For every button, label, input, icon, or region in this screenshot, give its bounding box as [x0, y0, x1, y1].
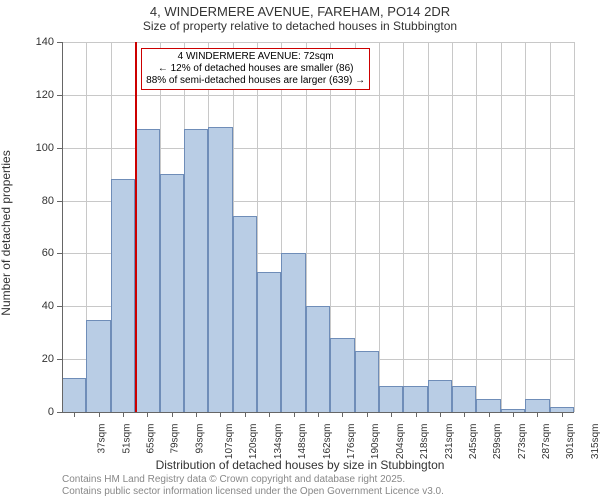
y-tick-label: 0 — [48, 406, 54, 418]
annotation-line2: ← 12% of detached houses are smaller (86… — [146, 63, 365, 75]
x-tick-label: 287sqm — [541, 424, 552, 460]
gridline-vertical — [379, 42, 380, 412]
x-tick-label: 245sqm — [468, 424, 479, 460]
y-tick-label: 140 — [36, 36, 54, 48]
histogram-bar — [281, 253, 305, 412]
x-tick-label: 176sqm — [346, 424, 357, 460]
y-axis-line — [62, 42, 63, 412]
annotation-line3: 88% of semi-detached houses are larger (… — [146, 75, 365, 87]
x-axis-line — [62, 412, 574, 413]
chart-subtitle: Size of property relative to detached ho… — [0, 19, 600, 33]
x-tick-label: 120sqm — [249, 424, 260, 460]
y-tick-label: 120 — [36, 89, 54, 101]
gridline-horizontal — [62, 95, 574, 96]
histogram-bar — [452, 386, 476, 412]
histogram-bar — [135, 129, 159, 412]
gridline-vertical — [501, 42, 502, 412]
histogram-bar — [306, 306, 330, 412]
x-tick-label: 315sqm — [590, 424, 600, 460]
x-tick-label: 148sqm — [297, 424, 308, 460]
reference-line — [135, 42, 137, 412]
histogram-bar — [379, 386, 403, 412]
gridline-vertical — [428, 42, 429, 412]
gridline-vertical — [452, 42, 453, 412]
x-tick-label: 162sqm — [322, 424, 333, 460]
x-tick-label: 93sqm — [194, 424, 205, 454]
y-tick-label: 80 — [42, 195, 54, 207]
x-axis-label: Distribution of detached houses by size … — [0, 458, 600, 472]
annotation-line1: 4 WINDERMERE AVENUE: 72sqm — [146, 51, 365, 63]
plot-area: 4 WINDERMERE AVENUE: 72sqm← 12% of detac… — [62, 42, 574, 412]
x-tick-label: 204sqm — [395, 424, 406, 460]
gridline-vertical — [403, 42, 404, 412]
histogram-bar — [355, 351, 379, 412]
chart-title: 4, WINDERMERE AVENUE, FAREHAM, PO14 2DR — [0, 4, 600, 19]
footer-text: Contains HM Land Registry data © Crown c… — [62, 474, 444, 498]
gridline-vertical — [525, 42, 526, 412]
histogram-bar — [160, 174, 184, 412]
histogram-bar — [208, 127, 232, 412]
histogram-bar — [86, 320, 110, 413]
histogram-bar — [184, 129, 208, 412]
x-tick-label: 107sqm — [224, 424, 235, 460]
footer-line1: Contains HM Land Registry data © Crown c… — [62, 474, 444, 486]
y-tick-label: 20 — [42, 353, 54, 365]
gridline-vertical — [476, 42, 477, 412]
title-area: 4, WINDERMERE AVENUE, FAREHAM, PO14 2DR … — [0, 4, 600, 33]
histogram-bar — [233, 216, 257, 412]
x-tick-label: 273sqm — [517, 424, 528, 460]
y-tick-label: 100 — [36, 142, 54, 154]
histogram-bar — [62, 378, 86, 412]
histogram-bar — [476, 399, 500, 412]
histogram-bar — [330, 338, 354, 412]
x-tick-label: 190sqm — [370, 424, 381, 460]
x-tick-label: 65sqm — [145, 424, 156, 454]
histogram-bar — [428, 380, 452, 412]
x-tick-label: 134sqm — [273, 424, 284, 460]
x-tick-label: 51sqm — [121, 424, 132, 454]
gridline-vertical — [550, 42, 551, 412]
x-tick-label: 79sqm — [170, 424, 181, 454]
histogram-bar — [257, 272, 281, 412]
x-tick-label: 231sqm — [444, 424, 455, 460]
x-tick-label: 37sqm — [97, 424, 108, 454]
histogram-bar — [403, 386, 427, 412]
histogram-bar — [525, 399, 549, 412]
x-tick-label: 259sqm — [492, 424, 503, 460]
histogram-bar — [111, 179, 135, 412]
gridline-horizontal — [62, 42, 574, 43]
footer-line2: Contains public sector information licen… — [62, 486, 444, 498]
x-tick-label: 301sqm — [566, 424, 577, 460]
x-tick-label: 218sqm — [419, 424, 430, 460]
gridline-vertical — [574, 42, 575, 412]
y-tick-label: 40 — [42, 300, 54, 312]
y-tick-label: 60 — [42, 247, 54, 259]
annotation-box: 4 WINDERMERE AVENUE: 72sqm← 12% of detac… — [141, 48, 370, 90]
